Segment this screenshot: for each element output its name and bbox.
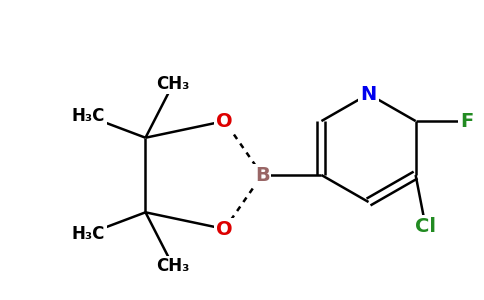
- Text: B: B: [255, 166, 270, 184]
- Text: H₃C: H₃C: [72, 107, 105, 125]
- Text: CH₃: CH₃: [156, 75, 190, 93]
- Text: O: O: [216, 112, 233, 130]
- Text: N: N: [361, 85, 377, 104]
- Text: O: O: [216, 220, 233, 238]
- Text: F: F: [460, 112, 474, 130]
- Text: Cl: Cl: [415, 217, 436, 236]
- Text: H₃C: H₃C: [72, 225, 105, 243]
- Text: CH₃: CH₃: [156, 257, 190, 275]
